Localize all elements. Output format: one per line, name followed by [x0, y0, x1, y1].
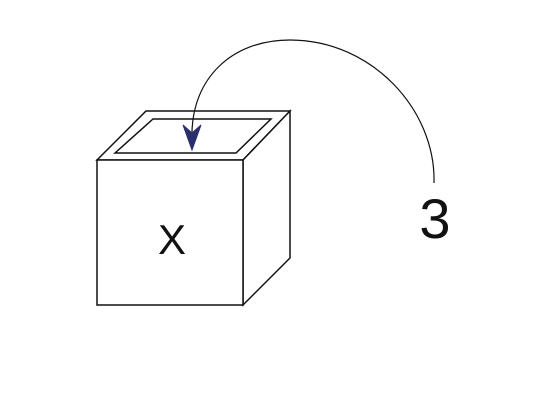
box-front-face [96, 159, 244, 306]
callout-number-label: 3 [419, 187, 450, 250]
box-label: X [158, 216, 186, 263]
curved-arrow-line [191, 39, 435, 184]
arrowhead-icon [182, 124, 202, 152]
open-box [95, 109, 292, 307]
